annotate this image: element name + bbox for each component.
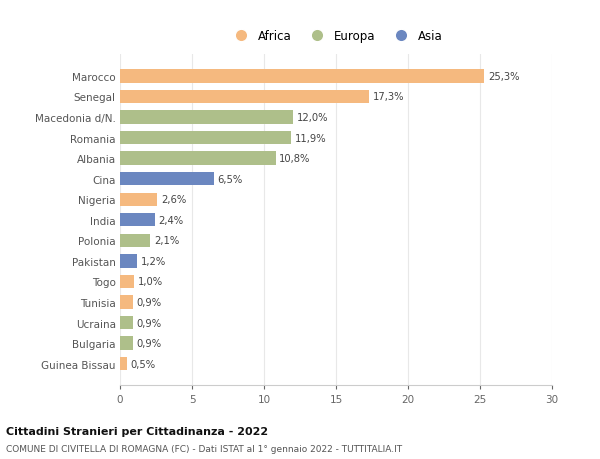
Text: 12,0%: 12,0%: [296, 113, 328, 123]
Bar: [120, 213, 155, 227]
Text: 25,3%: 25,3%: [488, 72, 520, 82]
Bar: [120, 234, 150, 247]
Text: 0,9%: 0,9%: [137, 297, 161, 308]
Text: COMUNE DI CIVITELLA DI ROMAGNA (FC) - Dati ISTAT al 1° gennaio 2022 - TUTTITALIA: COMUNE DI CIVITELLA DI ROMAGNA (FC) - Da…: [6, 444, 402, 453]
Text: 2,1%: 2,1%: [154, 236, 179, 246]
Text: 0,5%: 0,5%: [131, 359, 156, 369]
Text: 1,0%: 1,0%: [138, 277, 163, 287]
Text: 17,3%: 17,3%: [373, 92, 404, 102]
Text: 0,9%: 0,9%: [137, 338, 161, 348]
Bar: [120, 132, 292, 145]
Text: Cittadini Stranieri per Cittadinanza - 2022: Cittadini Stranieri per Cittadinanza - 2…: [6, 426, 268, 436]
Text: 2,6%: 2,6%: [161, 195, 186, 205]
Bar: [120, 193, 157, 207]
Legend: Africa, Europa, Asia: Africa, Europa, Asia: [227, 28, 445, 45]
Bar: [120, 173, 214, 186]
Text: 10,8%: 10,8%: [279, 154, 310, 164]
Bar: [120, 90, 369, 104]
Text: 11,9%: 11,9%: [295, 133, 326, 143]
Bar: [120, 70, 484, 84]
Bar: [120, 275, 134, 289]
Bar: [120, 337, 133, 350]
Text: 0,9%: 0,9%: [137, 318, 161, 328]
Text: 6,5%: 6,5%: [217, 174, 242, 185]
Bar: [120, 111, 293, 124]
Bar: [120, 296, 133, 309]
Text: 2,4%: 2,4%: [158, 215, 183, 225]
Bar: [120, 357, 127, 370]
Bar: [120, 316, 133, 330]
Text: 1,2%: 1,2%: [141, 256, 166, 266]
Bar: [120, 255, 137, 268]
Bar: [120, 152, 275, 165]
